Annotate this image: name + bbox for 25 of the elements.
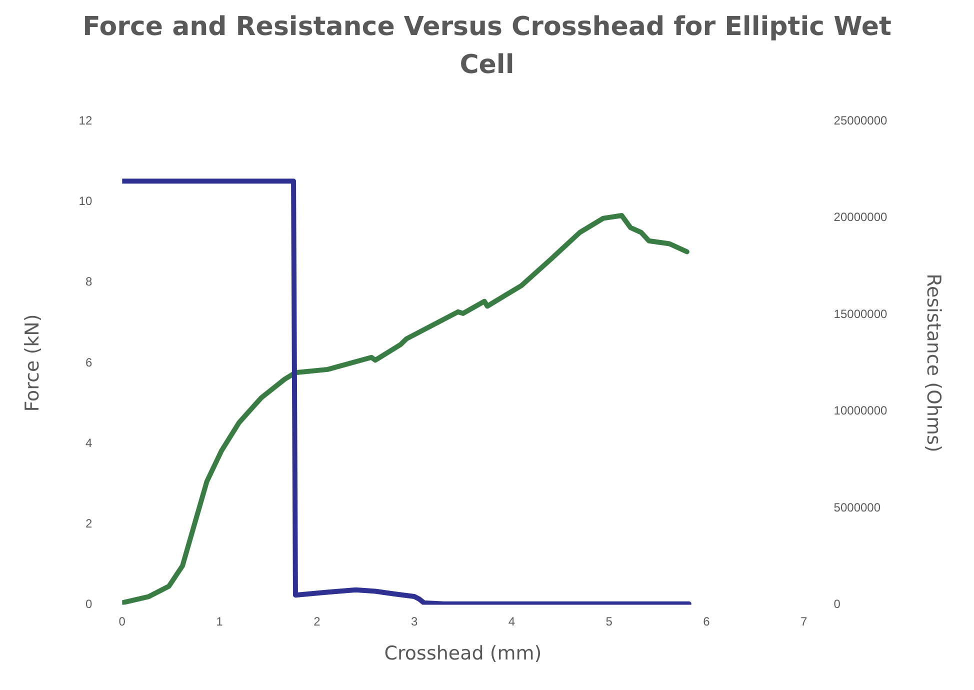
y-tick-label: 4 <box>85 436 92 450</box>
chart-title: Force and Resistance Versus Crosshead for Elliptic Wet Cell <box>82 11 892 82</box>
y2-tick-label: 5000000 <box>834 500 881 514</box>
y-tick-label: 2 <box>85 516 92 531</box>
x-tick-label: 6 <box>703 614 710 628</box>
y-tick-label: 0 <box>85 597 92 612</box>
y2-tick-label: 10000000 <box>834 404 888 418</box>
y-tick-label: 10 <box>78 194 92 208</box>
x-tick-label: 4 <box>508 614 516 628</box>
y2-tick-label: 15000000 <box>834 306 888 321</box>
y2-axis-title: Resistance (Ohms) <box>922 274 945 452</box>
x-axis-title: Crosshead (mm) <box>384 642 542 665</box>
x-tick-label: 7 <box>800 614 808 628</box>
y-tick-label: 6 <box>85 355 92 370</box>
x-tick-label: 5 <box>606 614 613 628</box>
y-tick-label: 8 <box>85 274 92 289</box>
x-tick-label: 3 <box>410 614 418 628</box>
y2-tick-label: 25000000 <box>834 114 888 128</box>
x-tick-label: 2 <box>314 614 321 628</box>
y2-tick-label: 20000000 <box>834 210 888 224</box>
x-tick-label: 0 <box>118 614 126 628</box>
x-tick-label: 1 <box>216 614 224 628</box>
y-axis-title: Force (kN) <box>21 314 44 412</box>
y2-tick-label: 0 <box>834 597 841 612</box>
y-tick-label: 12 <box>78 114 92 128</box>
